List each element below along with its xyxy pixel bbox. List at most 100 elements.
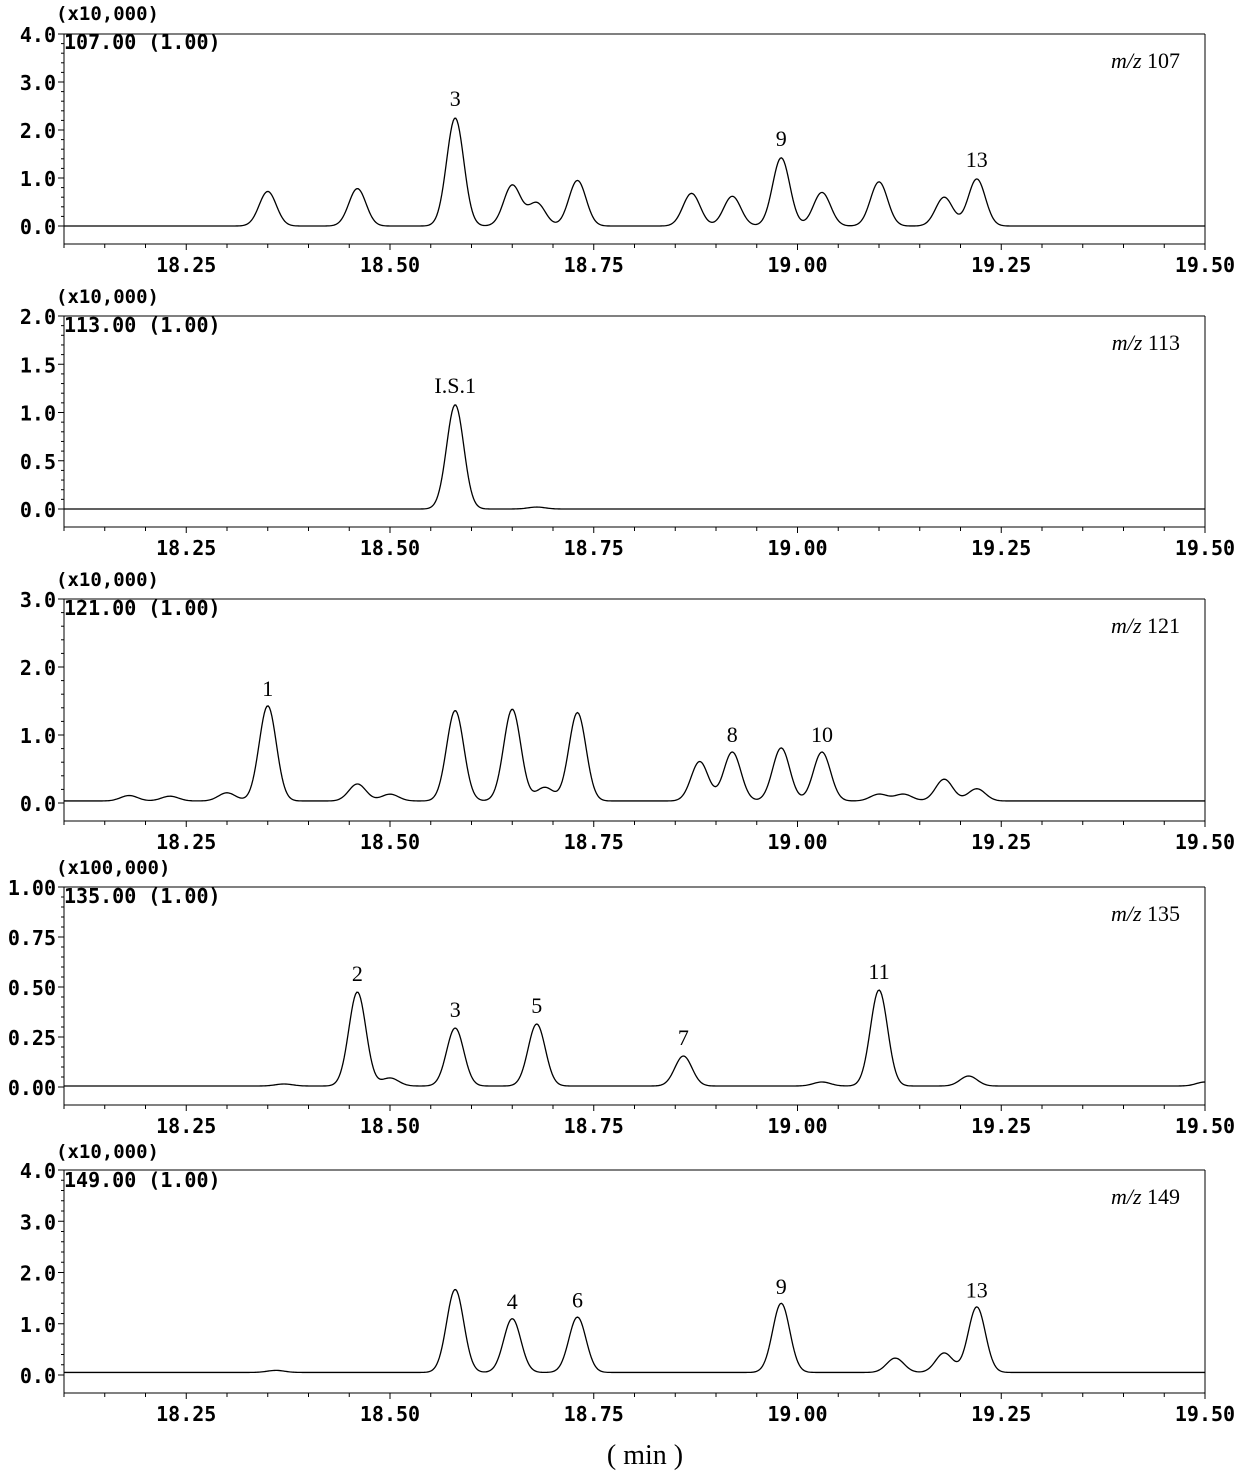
peak-label: 4: [507, 1289, 518, 1314]
x-tick-label: 18.25: [156, 536, 216, 560]
x-tick-label: 19.25: [971, 536, 1031, 560]
y-tick-label: 2.0: [20, 305, 56, 329]
x-tick-label: 18.75: [564, 253, 624, 277]
mz-value: 149: [1142, 1184, 1181, 1209]
mz-label: m/z 107: [1111, 48, 1180, 73]
peak-label: I.S.1: [434, 373, 476, 398]
x-tick-label: 18.25: [156, 1114, 216, 1138]
y-tick-label: 3.0: [20, 588, 56, 612]
mz-value: 107: [1142, 48, 1181, 73]
peak-label: 13: [966, 1277, 988, 1302]
y-tick-label: 1.0: [20, 402, 56, 426]
ion-label: 113.00 (1.00): [64, 313, 221, 337]
peak-label: 13: [966, 147, 988, 172]
scale-factor-label: (x100,000): [56, 857, 170, 879]
ion-label: 121.00 (1.00): [64, 596, 221, 620]
chromatogram-trace: [64, 1288, 1205, 1374]
ion-label: 149.00 (1.00): [64, 1168, 221, 1192]
peak-label: 5: [531, 993, 542, 1018]
x-tick-label: 19.25: [971, 1114, 1031, 1138]
y-tick-label: 4.0: [20, 23, 56, 47]
peak-label: 6: [572, 1288, 583, 1313]
x-tick-label: 18.50: [360, 1402, 420, 1426]
chromatogram-panel-121: 0.0 1.0 2.0 3.0 18.25 18.50 18.75 19.00 19.25 19.…: [20, 569, 1235, 854]
x-tick-label: 19.50: [1175, 830, 1235, 854]
scale-factor-label: (x10,000): [56, 569, 159, 591]
mz-prefix: m/z: [1111, 48, 1142, 73]
x-tick-label: 19.00: [767, 830, 827, 854]
y-tick-label: 1.00: [8, 876, 56, 900]
mz-label: m/z 135: [1111, 901, 1180, 926]
x-tick-label: 18.50: [360, 536, 420, 560]
y-tick-label: 0.0: [20, 1364, 56, 1388]
y-tick-label: 0.0: [20, 215, 56, 239]
peak-label: 11: [868, 959, 889, 984]
ion-label: 107.00 (1.00): [64, 30, 221, 54]
y-tick-label: 0.00: [8, 1076, 56, 1100]
mz-prefix: m/z: [1111, 1184, 1142, 1209]
x-tick-label: 18.75: [564, 1402, 624, 1426]
mz-prefix: m/z: [1112, 330, 1143, 355]
x-tick-label: 19.50: [1175, 1402, 1235, 1426]
y-tick-label: 3.0: [20, 71, 56, 95]
x-tick-label: 19.50: [1175, 536, 1235, 560]
y-tick-label: 0.0: [20, 498, 56, 522]
y-tick-label: 1.5: [20, 353, 56, 377]
y-tick-label: 1.0: [20, 167, 56, 191]
chromatogram-panel-149: 0.0 1.0 2.0 3.0 4.0 18.25 18.50 18.75 19.00 19.25…: [20, 1141, 1235, 1426]
x-tick-label: 19.00: [767, 1402, 827, 1426]
mz-prefix: m/z: [1111, 901, 1142, 926]
y-tick-label: 0.25: [8, 1026, 56, 1050]
peak-label: 8: [727, 722, 738, 747]
peak-label: 10: [811, 722, 833, 747]
y-tick-label: 1.0: [20, 724, 56, 748]
chromatogram-trace: [64, 404, 1205, 510]
y-tick-label: 0.0: [20, 792, 56, 816]
peak-label: 9: [776, 126, 787, 151]
ion-label: 135.00 (1.00): [64, 884, 221, 908]
mz-value: 135: [1142, 901, 1181, 926]
x-tick-label: 19.00: [767, 253, 827, 277]
mz-label: m/z 113: [1112, 330, 1180, 355]
y-tick-label: 0.75: [8, 926, 56, 950]
peak-label: 2: [352, 961, 363, 986]
x-tick-label: 18.25: [156, 253, 216, 277]
y-tick-label: 4.0: [20, 1159, 56, 1183]
x-tick-label: 18.75: [564, 1114, 624, 1138]
scale-factor-label: (x10,000): [56, 1141, 159, 1163]
y-tick-label: 2.0: [20, 1262, 56, 1286]
mz-label: m/z 149: [1111, 1184, 1180, 1209]
peak-label: 9: [776, 1274, 787, 1299]
y-tick-label: 0.50: [8, 976, 56, 1000]
x-tick-label: 19.00: [767, 1114, 827, 1138]
peak-label: 7: [678, 1025, 689, 1050]
peak-label: 1: [262, 676, 273, 701]
chromatogram-trace: [64, 989, 1206, 1087]
chromatogram-panel-113: 0.0 0.5 1.0 1.5 2.0 18.25 18.50 18.75 19.00 19.25…: [20, 286, 1235, 560]
x-tick-label: 18.50: [360, 1114, 420, 1138]
x-tick-label: 19.50: [1175, 1114, 1235, 1138]
x-tick-label: 18.75: [564, 536, 624, 560]
chromatogram-trace: [64, 117, 1205, 227]
chromatogram-trace: [64, 705, 1205, 802]
mz-prefix: m/z: [1111, 613, 1142, 638]
x-tick-label: 19.25: [971, 1402, 1031, 1426]
chromatogram-panel-107: 0.0 1.0 2.0 3.0 4.0 18.25 18.50 18.75 19.00 19.25…: [20, 3, 1235, 277]
x-tick-label: 18.50: [360, 830, 420, 854]
chromatogram-panel-135: 0.00 0.25 0.50 0.75 1.00 18.25 18.50 18.75 19.00…: [8, 857, 1235, 1138]
x-tick-label: 18.75: [564, 830, 624, 854]
y-tick-label: 1.0: [20, 1313, 56, 1337]
mz-value: 121: [1142, 613, 1181, 638]
x-tick-label: 18.25: [156, 1402, 216, 1426]
y-tick-label: 2.0: [20, 656, 56, 680]
y-tick-label: 0.5: [20, 450, 56, 474]
x-unit-label: ( min ): [606, 1440, 684, 1471]
peak-label: 3: [450, 86, 461, 111]
x-tick-label: 19.25: [971, 253, 1031, 277]
scale-factor-label: (x10,000): [56, 3, 159, 25]
mz-label: m/z 121: [1111, 613, 1180, 638]
x-tick-label: 18.50: [360, 253, 420, 277]
x-tick-label: 18.25: [156, 830, 216, 854]
y-tick-label: 3.0: [20, 1210, 56, 1234]
